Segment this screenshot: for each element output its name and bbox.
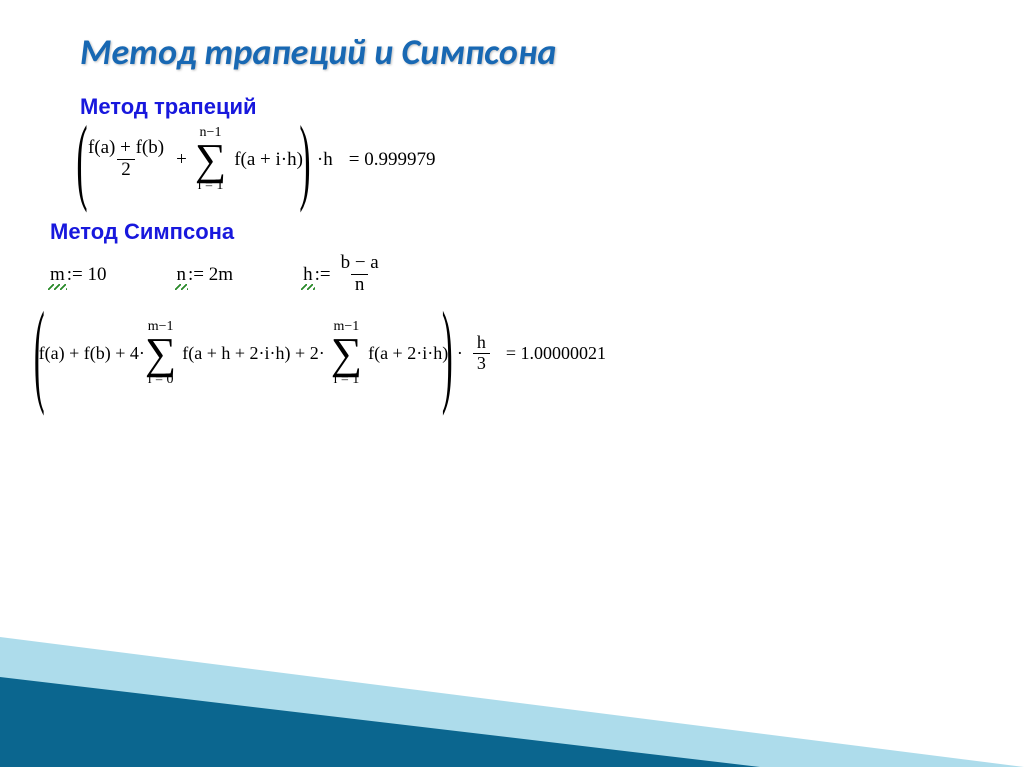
left-paren-icon: (: [34, 314, 45, 393]
page-title: Метод трапеций и Симпсона: [80, 30, 984, 74]
trap-result: = 0.999979: [349, 149, 436, 171]
trap-frac-num: f(a) + f(b): [84, 138, 168, 159]
m-assign: := 10: [67, 264, 107, 286]
simp-mult: ·: [457, 343, 463, 364]
simp-lead: f(a) + f(b) + 4·: [39, 343, 145, 364]
n-assign: := 2m: [188, 264, 233, 286]
trapezoid-formula: ( f(a) + f(b) 2 + n−1 ∑ i = 1 f(a + i·h)…: [80, 126, 984, 193]
h-assign: :=: [315, 264, 331, 286]
simpson-defs: m := 10 n := 2m h := b − a n: [50, 253, 984, 296]
simp-sum2: m−1 ∑ i = 1: [331, 320, 362, 387]
simp-sum1: m−1 ∑ i = 0: [145, 320, 176, 387]
simp-frac-num: h: [473, 333, 490, 353]
simp-term2: f(a + 2·i·h): [368, 343, 448, 364]
h-var: h: [303, 264, 313, 286]
corner-decoration: [0, 607, 1024, 767]
trap-term: f(a + i·h): [234, 149, 303, 171]
h-frac-num: b − a: [337, 253, 383, 274]
trap-sum: n−1 ∑ i = 1: [195, 126, 226, 193]
trap-mult-h: ·h: [317, 149, 333, 171]
trap-frac-den: 2: [117, 159, 135, 181]
simp-term1: f(a + h + 2·i·h) + 2·: [182, 343, 324, 364]
plus-sign: +: [176, 149, 187, 171]
simp-frac-den: 3: [473, 353, 490, 374]
simp-result: = 1.00000021: [506, 343, 606, 364]
right-paren-icon: ): [299, 126, 310, 193]
simpson-formula: ( f(a) + f(b) + 4· m−1 ∑ i = 0 f(a + h +…: [40, 314, 984, 393]
trapezoid-label: Метод трапеций: [80, 94, 984, 120]
left-paren-icon: (: [76, 126, 87, 193]
h-frac-den: n: [351, 274, 369, 296]
simpson-label: Метод Симпсона: [50, 219, 984, 245]
m-var: m: [50, 264, 65, 286]
n-var: n: [177, 264, 187, 286]
right-paren-icon: ): [442, 314, 453, 393]
